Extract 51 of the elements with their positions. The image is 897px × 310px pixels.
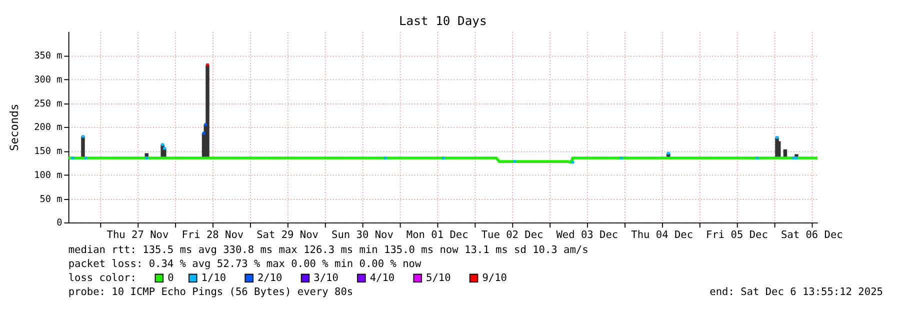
legend-label: 9/10 — [482, 272, 507, 284]
text: packet loss: 0.34 % avg 52.73 % max 0.00 % min 0.00 % now — [68, 258, 422, 270]
point — [620, 156, 623, 160]
point — [206, 63, 209, 66]
y-tick-label: 150 m — [34, 146, 63, 158]
legend-label: 1/10 — [201, 272, 226, 284]
chart-title: Last 10 Days — [398, 14, 487, 28]
x-tick-label: Mon 01 Dec — [406, 228, 468, 241]
legend-label: 4/10 — [370, 272, 395, 284]
bar — [206, 64, 210, 158]
x-tick-label: Tue 02 Dec — [481, 228, 544, 241]
legend-label: 2/10 — [257, 272, 282, 284]
point — [84, 156, 88, 160]
y-tick-label: 250 m — [34, 98, 63, 110]
x-tick-label: Fri 28 Nov — [182, 228, 244, 241]
point — [776, 136, 778, 139]
x-tick-label: Wed 03 Dec — [556, 228, 618, 241]
point — [756, 156, 759, 160]
y-axis-title: Seconds — [8, 104, 22, 152]
x-tick-label: Thu 27 Nov — [106, 228, 169, 241]
text: median rtt: 135.5 ms avg 330.8 ms max 126.3 ms min 135.0 ms now 13.1 ms sd 10.3 am/s — [68, 244, 588, 256]
point — [792, 156, 795, 160]
x-tick-label: Sat 06 Dec — [780, 228, 843, 241]
x-tick-label: Sat 29 Nov — [256, 228, 319, 241]
y-tick-label: 300 m — [34, 74, 63, 86]
x-tick-label: Sun 30 Nov — [332, 228, 394, 241]
x-tick-label: Thu 04 Dec — [631, 228, 694, 241]
text: end: Sat Dec 6 13:55:12 2025 — [710, 286, 883, 298]
point — [666, 152, 670, 155]
point — [202, 132, 206, 135]
point — [204, 123, 208, 126]
point — [161, 143, 164, 146]
legend-label: 3/10 — [314, 272, 338, 284]
y-tick-label: 0 — [56, 218, 63, 229]
point — [795, 156, 798, 160]
legend-label: 5/10 — [426, 272, 451, 284]
point — [71, 156, 74, 160]
point — [384, 156, 387, 160]
point — [145, 156, 148, 160]
text: probe: 10 ICMP Echo Pings (56 Bytes) every 80s — [68, 286, 354, 298]
legend-title: loss color: — [68, 272, 136, 284]
point — [513, 160, 516, 163]
y-tick-label: 350 m — [34, 50, 63, 62]
point — [82, 135, 84, 138]
x-tick-label: Fri 05 Dec — [706, 228, 768, 241]
point — [442, 156, 445, 160]
y-tick-label: 50 m — [40, 194, 63, 205]
y-tick-label: 200 m — [34, 122, 63, 134]
point — [163, 147, 166, 150]
y-tick-label: 100 m — [34, 170, 63, 181]
legend-label: 0 — [168, 272, 174, 284]
